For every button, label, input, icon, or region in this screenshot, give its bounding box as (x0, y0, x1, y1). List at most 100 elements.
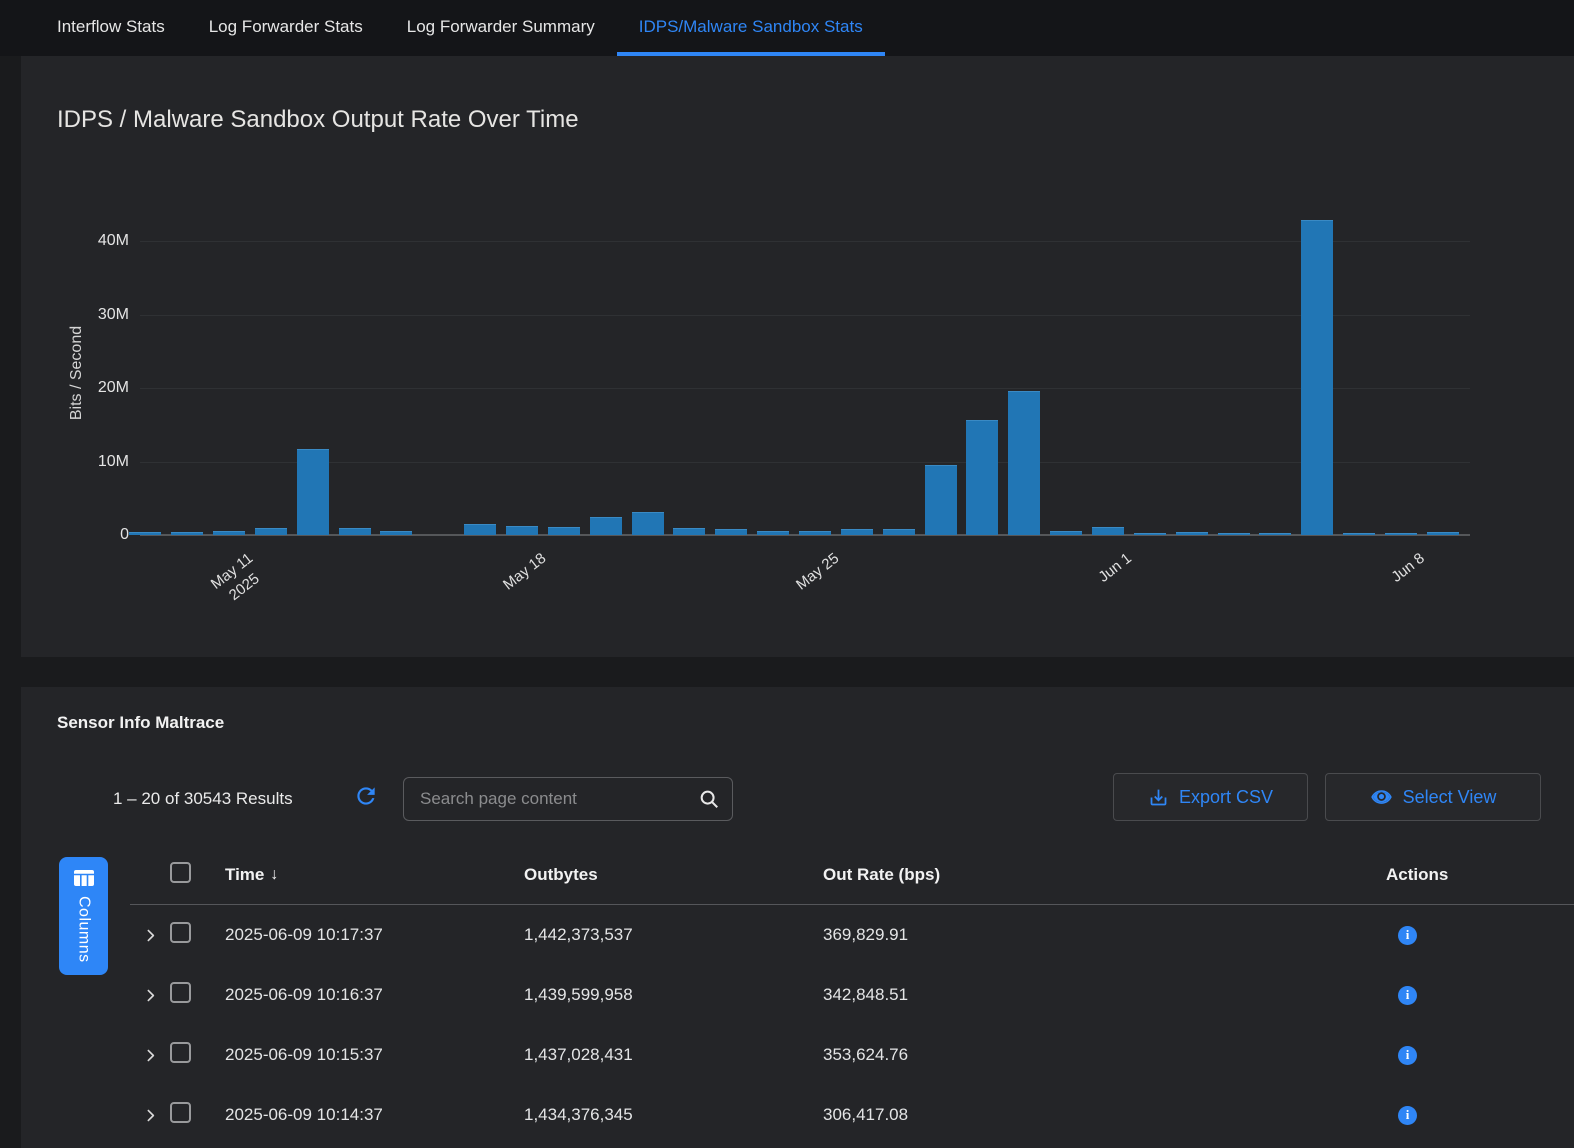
bar-2025-06-02 (1134, 533, 1166, 535)
row-expand-chevron[interactable] (142, 987, 170, 1004)
bar-2025-05-29 (966, 420, 998, 535)
section-title: Sensor Info Maltrace (57, 713, 224, 733)
table-body: 2025-06-09 10:17:37 1,442,373,537 369,82… (21, 905, 1574, 1145)
bar-2025-06-01 (1092, 527, 1124, 535)
row-expand-chevron[interactable] (142, 1047, 170, 1064)
refresh-icon (353, 783, 379, 809)
bar-2025-05-27 (883, 529, 915, 535)
x-tick-label: May 25 (792, 549, 843, 595)
gridline (140, 241, 1470, 242)
bar-2025-06-05 (1259, 533, 1291, 535)
bar-2025-05-26 (841, 529, 873, 535)
sort-descending-icon: ↓ (270, 866, 278, 884)
bar-2025-06-09 (1427, 532, 1459, 535)
outbytes-cell: 1,434,376,345 (524, 1105, 823, 1125)
outbytes-column-header: Outbytes (524, 865, 823, 885)
bar-2025-05-28 (925, 465, 957, 535)
x-tick-label: Jun 8 (1388, 549, 1429, 588)
x-tick-label: May 11 2025 (207, 549, 270, 611)
bar-2025-05-19 (548, 527, 580, 535)
bar-2025-05-30 (1008, 391, 1040, 535)
table-row: 2025-06-09 10:15:37 1,437,028,431 353,62… (21, 1025, 1574, 1085)
info-icon[interactable]: i (1398, 1106, 1417, 1125)
export-csv-button[interactable]: Export CSV (1113, 773, 1308, 821)
tab-log-forwarder-stats[interactable]: Log Forwarder Stats (187, 0, 385, 56)
info-icon[interactable]: i (1398, 1046, 1417, 1065)
info-icon[interactable]: i (1398, 986, 1417, 1005)
bar-2025-05-22 (673, 528, 705, 535)
gridline (140, 315, 1470, 316)
bar-2025-06-03 (1176, 532, 1208, 535)
table-panel: Sensor Info Maltrace 1 – 20 of 30543 Res… (21, 687, 1574, 1148)
bar-2025-05-23 (715, 529, 747, 535)
row-checkbox[interactable] (170, 922, 191, 943)
x-tick-label: Jun 1 (1095, 549, 1136, 588)
row-checkbox[interactable] (170, 1102, 191, 1123)
y-tick-label: 20M (49, 378, 129, 398)
y-tick-label: 0 (49, 525, 129, 545)
bar-2025-05-24 (757, 531, 789, 535)
outbytes-cell: 1,442,373,537 (524, 925, 823, 945)
tab-idps-malware-sandbox-stats[interactable]: IDPS/Malware Sandbox Stats (617, 0, 885, 56)
search-icon[interactable] (698, 788, 720, 810)
table-row: 2025-06-09 10:17:37 1,442,373,537 369,82… (21, 905, 1574, 965)
gridline (140, 388, 1470, 389)
time-cell: 2025-06-09 10:17:37 (225, 925, 524, 945)
search-box (403, 777, 733, 821)
bar-2025-05-18 (506, 526, 538, 535)
bar-2025-05-12 (255, 528, 287, 535)
row-expand-chevron[interactable] (142, 927, 170, 944)
select-all-checkbox[interactable] (170, 862, 191, 883)
bar-2025-05-15 (380, 531, 412, 535)
row-checkbox[interactable] (170, 1042, 191, 1063)
info-icon[interactable]: i (1398, 926, 1417, 945)
tab-log-forwarder-summary[interactable]: Log Forwarder Summary (385, 0, 617, 56)
bar-2025-06-04 (1218, 533, 1250, 535)
outrate-cell: 306,417.08 (823, 1105, 1386, 1125)
bar-2025-05-21 (632, 512, 664, 535)
bar-chart-plot-area: 010M20M30M40MMay 11 2025May 18May 25Jun … (21, 56, 1574, 657)
bar-2025-05-11 (213, 531, 245, 535)
outrate-cell: 353,624.76 (823, 1045, 1386, 1065)
eye-icon (1370, 786, 1393, 809)
bar-2025-05-10 (171, 532, 203, 535)
outrate-cell: 369,829.91 (823, 925, 1386, 945)
bar-2025-05-31 (1050, 531, 1082, 535)
refresh-button[interactable] (353, 783, 379, 809)
x-tick-label: May 18 (499, 549, 550, 595)
tab-bar: Interflow StatsLog Forwarder StatsLog Fo… (0, 0, 1574, 56)
outrate-cell: 342,848.51 (823, 985, 1386, 1005)
time-cell: 2025-06-09 10:16:37 (225, 985, 524, 1005)
columns-icon (73, 869, 95, 887)
outrate-column-header: Out Rate (bps) (823, 865, 1386, 885)
table-row: 2025-06-09 10:14:37 1,434,376,345 306,41… (21, 1085, 1574, 1145)
time-header-label: Time (225, 865, 264, 885)
bar-2025-05-13 (297, 449, 329, 535)
bar-2025-05-20 (590, 517, 622, 535)
search-input[interactable] (404, 789, 698, 809)
bar-2025-06-06 (1301, 220, 1333, 535)
bar-2025-05-14 (339, 528, 371, 535)
gridline (140, 462, 1470, 463)
time-column-header[interactable]: Time ↓ (225, 865, 524, 885)
select-view-label: Select View (1403, 787, 1497, 808)
time-cell: 2025-06-09 10:15:37 (225, 1045, 524, 1065)
bar-2025-05-25 (799, 531, 831, 535)
download-icon (1148, 787, 1169, 808)
outbytes-cell: 1,439,599,958 (524, 985, 823, 1005)
time-cell: 2025-06-09 10:14:37 (225, 1105, 524, 1125)
outbytes-cell: 1,437,028,431 (524, 1045, 823, 1065)
table-header-row: Time ↓ Outbytes Out Rate (bps) Actions (130, 845, 1574, 905)
y-tick-label: 10M (49, 452, 129, 472)
bar-2025-06-07 (1343, 533, 1375, 535)
y-tick-label: 40M (49, 231, 129, 251)
row-checkbox[interactable] (170, 982, 191, 1003)
select-view-button[interactable]: Select View (1325, 773, 1541, 821)
table-row: 2025-06-09 10:16:37 1,439,599,958 342,84… (21, 965, 1574, 1025)
actions-column-header: Actions (1386, 865, 1574, 885)
chart-panel: IDPS / Malware Sandbox Output Rate Over … (21, 56, 1574, 657)
row-expand-chevron[interactable] (142, 1107, 170, 1124)
tab-interflow-stats[interactable]: Interflow Stats (35, 0, 187, 56)
bar-2025-05-17 (464, 524, 496, 535)
bar-2025-06-08 (1385, 533, 1417, 535)
